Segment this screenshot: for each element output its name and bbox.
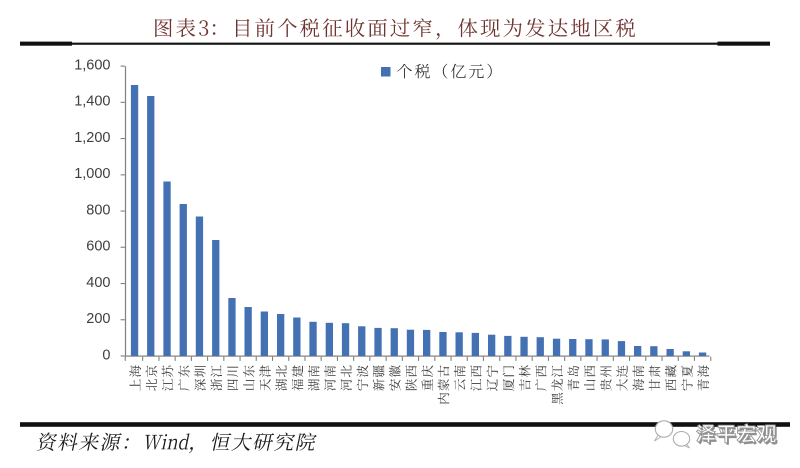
svg-text:0: 0 [102,347,110,363]
svg-text:200: 200 [86,311,110,327]
svg-text:800: 800 [86,203,110,219]
svg-text:1,000: 1,000 [74,166,110,182]
svg-text:600: 600 [86,239,110,255]
svg-text:400: 400 [86,275,110,291]
svg-text:1,200: 1,200 [74,130,110,146]
svg-text:1,400: 1,400 [74,94,110,110]
svg-text:1,600: 1,600 [74,58,110,74]
